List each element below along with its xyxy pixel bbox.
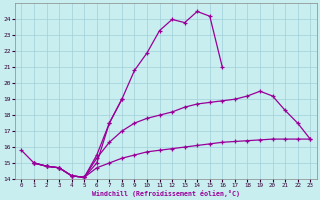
X-axis label: Windchill (Refroidissement éolien,°C): Windchill (Refroidissement éolien,°C) — [92, 190, 240, 197]
